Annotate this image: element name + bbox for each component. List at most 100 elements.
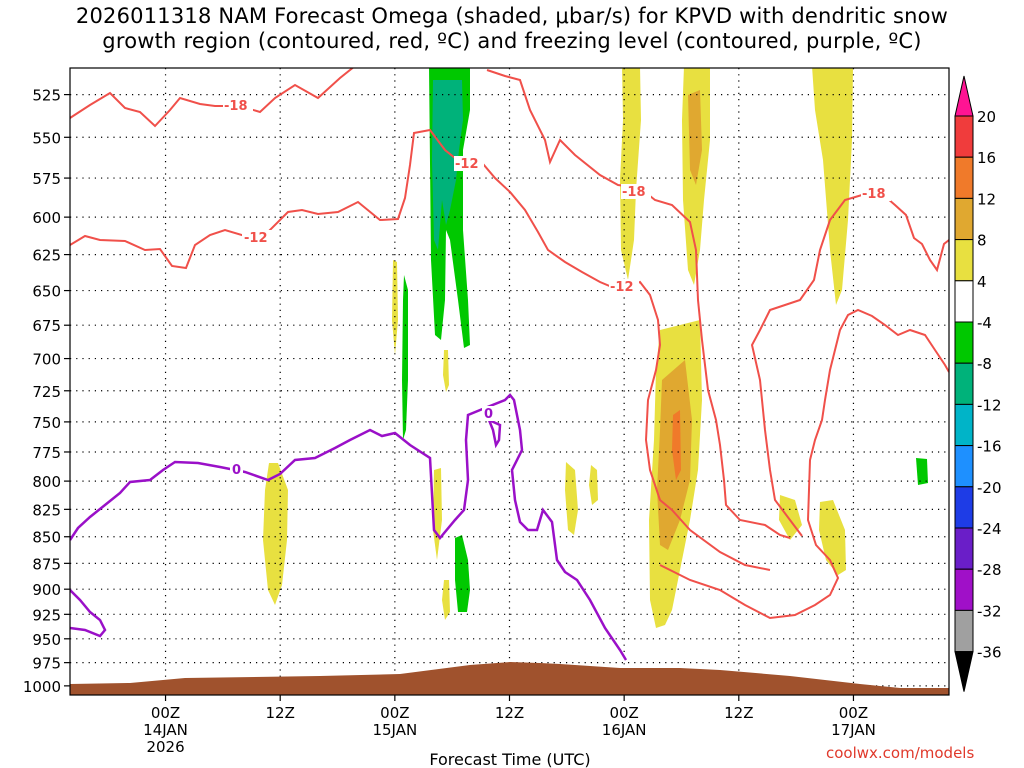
contour-label-dgz-5: -12 [610,280,634,295]
colorbar-swatch-5 [954,280,974,323]
contour-minus18-mid [486,69,791,539]
terrain [70,662,949,695]
x-tick-label-24-1: 00Z [380,704,409,722]
colorbar-label-13: -36 [977,644,1002,662]
colorbar-swatch-0 [954,75,974,117]
y-tick-label-525: 525 [32,87,61,105]
y-tick-label-925: 925 [32,606,61,624]
colorbar-label-11: -28 [977,561,1002,579]
y-tick-label-625: 625 [32,247,61,265]
colorbar-label-6: -8 [977,355,992,373]
y-tick-label-800: 800 [32,473,61,491]
colorbar-swatch-14 [954,651,974,692]
grid-lines [70,68,949,695]
x-tick-label-72-2: 17JAN [831,721,876,739]
contour-label-dgz-4: -18 [622,185,646,200]
omega-region-green-mid [402,275,408,440]
contour-label-fz-2: 0 [484,407,493,422]
y-tick-label-675: 675 [32,317,61,335]
colorbar-swatch-4 [954,239,974,282]
colorbar-label-5: -4 [977,314,992,332]
freezing-contours [70,393,628,661]
y-tick-label-650: 650 [32,283,61,301]
plot-background [70,68,949,695]
colorbar-label-7: -12 [977,396,1002,414]
y-tick-label-850: 850 [32,529,61,547]
contour-zero-lowleft [70,589,107,638]
colorbar-swatch-9 [954,445,974,488]
contour-label-dgz-1: -18 [224,99,248,114]
contour-label-fz-1: 0 [232,463,241,478]
contour-lower-loop [659,308,949,620]
omega-region-yellow-6 [392,260,398,355]
colorbar-swatch-1 [954,115,974,158]
colorbar-swatch-11 [954,527,974,570]
colorbar-swatch-13 [954,609,974,653]
colorbar-label-2: 12 [977,190,996,208]
y-tick-label-975: 975 [32,655,61,673]
colorbar-swatch-10 [954,486,974,529]
omega-region-yellow-5 [263,463,288,605]
x-tick-label-36-1: 12Z [495,704,524,722]
credit-text: coolwx.com/models [826,744,975,762]
omega-negative-shading [402,68,928,612]
x-tick-label-0-1: 00Z [151,704,180,722]
x-tick-label-0-3: 2026 [146,738,184,756]
y-tick-label-725: 725 [32,383,61,401]
y-tick-label-750: 750 [32,414,61,432]
y-tick-label-550: 550 [32,129,61,147]
omega-region-green-right [916,458,928,485]
contour-label-group: -18 -12 -12 -18 -12 -18 0 0 [223,98,891,478]
colorbar-swatch-2 [954,156,974,199]
contour-zero-main [70,393,628,661]
colorbar-swatch-6 [954,321,974,364]
colorbar-label-10: -24 [977,520,1002,538]
colorbar-label-1: 16 [977,149,996,167]
x-tick-label-24-2: 15JAN [372,721,417,739]
y-tick-label-700: 700 [32,351,61,369]
colorbar-label-4: 4 [977,273,987,291]
colorbar-label-0: 20 [977,108,996,126]
colorbar-swatch-7 [954,362,974,405]
colorbar: 20 16 12 8 4 -4 -8 -12 -16 -20 -24 -28 -32 -36 [954,75,1002,692]
x-axis-label: Forecast Time (UTC) [429,750,590,768]
omega-region-yellow-8 [442,580,450,620]
x-tick-label-72-1: 00Z [839,704,868,722]
colorbar-label-12: -32 [977,602,1002,620]
omega-region-orange-1 [688,90,702,185]
y-tick-label-875: 875 [32,555,61,573]
y-tick-label-825: 825 [32,501,61,519]
chart-title: 2026011318 NAM Forecast Omega (shaded, μ… [0,4,1024,54]
omega-region-yellow-9 [565,462,578,535]
contour-label-dgz-2: -12 [244,231,268,246]
y-tick-label-600: 600 [32,209,61,227]
omega-region-green-low [455,535,470,612]
contour-minus12-right [750,194,863,537]
colorbar-swatch-3 [954,197,974,241]
omega-region-orange-3 [672,410,681,480]
colorbar-label-3: 8 [977,232,987,250]
omega-region-yellow-1 [620,68,641,280]
omega-region-yellow-13 [443,350,449,392]
x-tick-label-60-1: 12Z [724,704,753,722]
colorbar-label-8: -16 [977,438,1002,456]
y-tick-label-900: 900 [32,581,61,599]
contour-label-dgz-6: -18 [862,187,886,202]
y-tick-label-1000: 1000 [23,678,61,696]
omega-region-teal [432,80,463,250]
colorbar-swatch-8 [954,403,974,447]
contour-minus18-left [70,68,355,128]
title-line-2: growth region (contoured, red, ºC) and f… [102,29,922,53]
contour-zero-loop [486,417,502,449]
omega-region-yellow-4 [812,68,853,305]
x-tick-label-48-1: 00Z [609,704,638,722]
colorbar-swatch-12 [954,568,974,611]
y-tick-label-575: 575 [32,170,61,188]
x-tick-label-48-2: 16JAN [602,721,647,739]
x-tick-label-0-2: 14JAN [143,721,188,739]
colorbar-label-9: -20 [977,479,1002,497]
title-line-1: 2026011318 NAM Forecast Omega (shaded, μ… [75,4,949,28]
x-tick-label-12-1: 12Z [266,704,295,722]
